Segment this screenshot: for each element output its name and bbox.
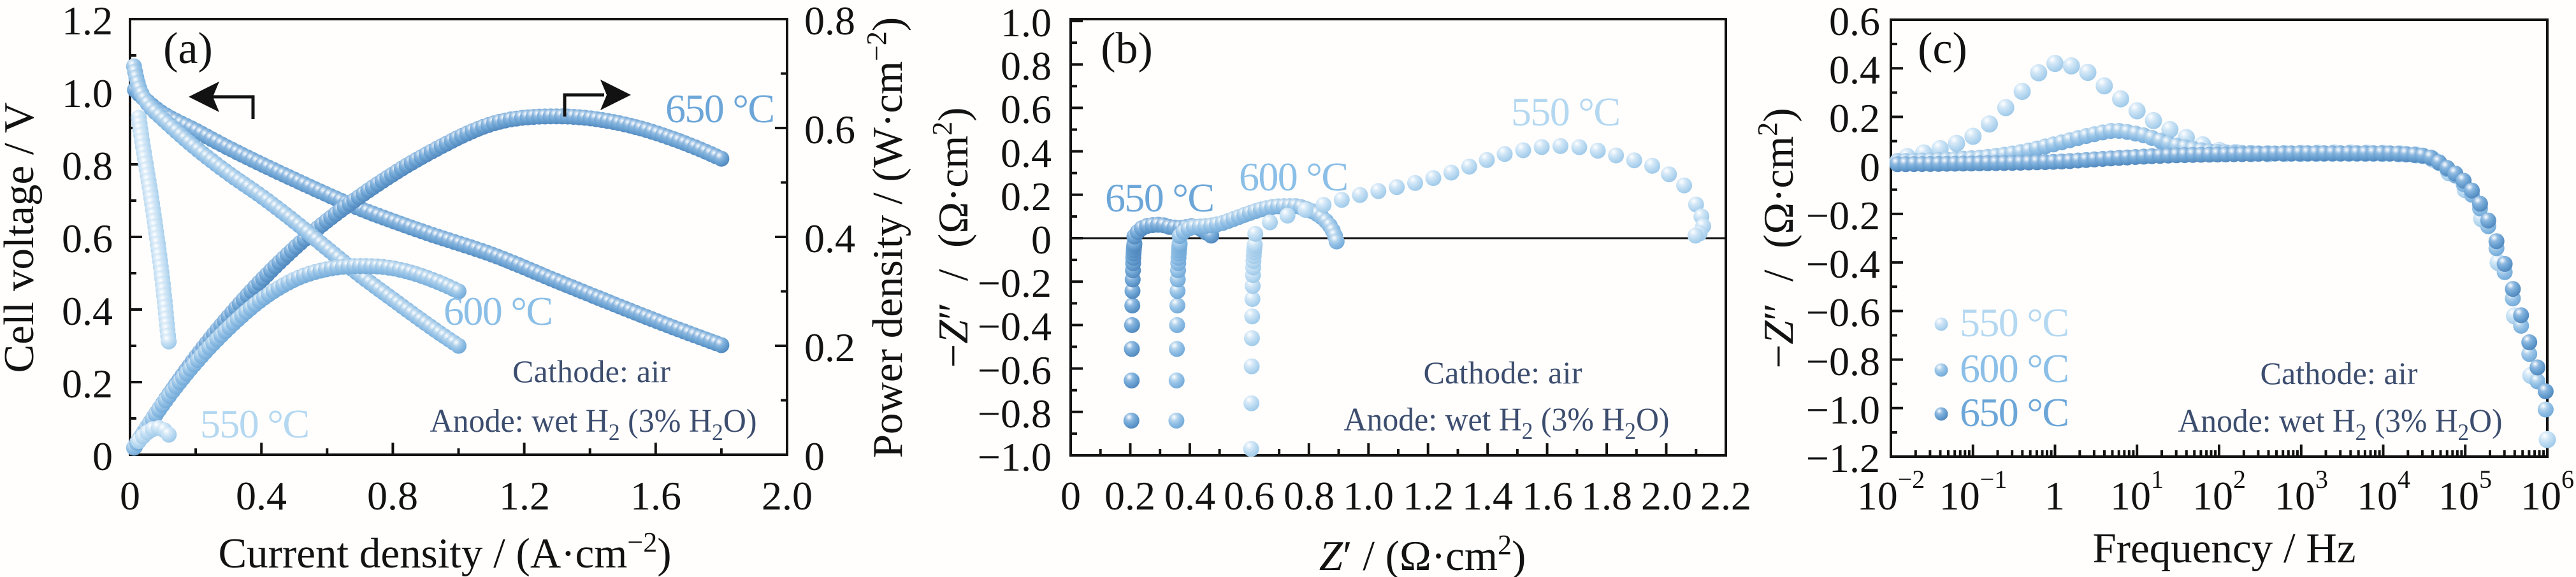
svg-text:Anode: wet H2 (3% H2O): Anode: wet H2 (3% H2O) bbox=[2178, 403, 2503, 446]
svg-text:Cell voltage / V: Cell voltage / V bbox=[0, 103, 43, 373]
svg-text:1.2: 1.2 bbox=[499, 473, 550, 518]
svg-text:Power density / (W·cm−2): Power density / (W·cm−2) bbox=[861, 17, 911, 458]
svg-text:104: 104 bbox=[2357, 465, 2410, 518]
svg-text:0: 0 bbox=[1031, 217, 1052, 262]
svg-text:0.8: 0.8 bbox=[1284, 473, 1335, 518]
svg-text:Current density / (A·cm−2): Current density / (A·cm−2) bbox=[218, 527, 671, 577]
svg-text:1: 1 bbox=[2044, 473, 2065, 518]
svg-text:−0.2: −0.2 bbox=[1806, 193, 1880, 238]
svg-text:0.4: 0.4 bbox=[804, 216, 855, 261]
svg-text:550 °C: 550 °C bbox=[200, 401, 310, 446]
svg-text:1.6: 1.6 bbox=[630, 473, 681, 518]
svg-text:−0.6: −0.6 bbox=[1806, 290, 1880, 335]
svg-text:1.8: 1.8 bbox=[1581, 473, 1632, 518]
svg-text:0.8: 0.8 bbox=[804, 0, 855, 43]
svg-text:650 °C: 650 °C bbox=[1960, 390, 2069, 435]
svg-text:Cathode: air: Cathode: air bbox=[512, 353, 670, 389]
svg-text:−0.6: −0.6 bbox=[978, 348, 1052, 393]
svg-text:2.0: 2.0 bbox=[762, 473, 813, 518]
svg-text:2.2: 2.2 bbox=[1700, 473, 1751, 518]
svg-text:−1.0: −1.0 bbox=[1806, 387, 1880, 432]
svg-text:Frequency / Hz: Frequency / Hz bbox=[2092, 525, 2355, 572]
svg-text:650 °C: 650 °C bbox=[1105, 175, 1215, 220]
svg-text:0.4: 0.4 bbox=[1829, 47, 1880, 92]
svg-text:−0.2: −0.2 bbox=[978, 260, 1052, 306]
svg-text:−Z″ / (Ω·cm2): −Z″ / (Ω·cm2) bbox=[927, 107, 977, 367]
svg-text:0.4: 0.4 bbox=[1164, 473, 1215, 518]
svg-text:(c): (c) bbox=[1918, 24, 1967, 73]
svg-text:0.8: 0.8 bbox=[367, 473, 418, 518]
svg-text:103: 103 bbox=[2275, 465, 2328, 518]
svg-text:550 °C: 550 °C bbox=[1960, 300, 2069, 345]
svg-text:550 °C: 550 °C bbox=[1511, 89, 1621, 134]
svg-text:0.6: 0.6 bbox=[62, 216, 113, 261]
svg-text:0: 0 bbox=[1060, 473, 1081, 518]
svg-text:0.6: 0.6 bbox=[1224, 473, 1275, 518]
svg-text:Anode: wet H2 (3% H2O): Anode: wet H2 (3% H2O) bbox=[1344, 402, 1670, 445]
svg-text:0: 0 bbox=[120, 473, 140, 518]
svg-text:1.0: 1.0 bbox=[1343, 473, 1394, 518]
svg-text:1.4: 1.4 bbox=[1462, 473, 1513, 518]
svg-text:Cathode: air: Cathode: air bbox=[1424, 355, 1582, 390]
svg-text:0.8: 0.8 bbox=[62, 143, 113, 189]
svg-text:(b): (b) bbox=[1101, 24, 1153, 73]
svg-text:0.6: 0.6 bbox=[804, 107, 855, 152]
svg-text:−1.0: −1.0 bbox=[978, 434, 1052, 480]
svg-text:101: 101 bbox=[2110, 465, 2164, 518]
svg-text:0: 0 bbox=[92, 434, 113, 479]
svg-text:Anode: wet H2 (3% H2O): Anode: wet H2 (3% H2O) bbox=[430, 403, 757, 446]
svg-text:0: 0 bbox=[1860, 145, 1880, 190]
svg-text:Z′ / (Ω·cm2): Z′ / (Ω·cm2) bbox=[1319, 529, 1526, 577]
svg-text:0.2: 0.2 bbox=[1829, 96, 1880, 141]
svg-text:0.2: 0.2 bbox=[62, 361, 113, 406]
svg-text:(a): (a) bbox=[163, 24, 213, 73]
svg-text:0.4: 0.4 bbox=[62, 288, 113, 334]
svg-text:650 °C: 650 °C bbox=[665, 86, 775, 131]
svg-text:0.8: 0.8 bbox=[1001, 43, 1052, 89]
svg-text:600 °C: 600 °C bbox=[1239, 154, 1349, 199]
svg-text:0.4: 0.4 bbox=[1001, 131, 1052, 176]
svg-text:2.0: 2.0 bbox=[1641, 473, 1692, 518]
svg-text:1.2: 1.2 bbox=[1403, 473, 1454, 518]
svg-text:−0.8: −0.8 bbox=[978, 391, 1052, 436]
svg-text:Cathode: air: Cathode: air bbox=[2261, 355, 2418, 391]
svg-text:0.2: 0.2 bbox=[1104, 473, 1155, 518]
svg-text:0: 0 bbox=[804, 434, 825, 479]
svg-text:−Z″ / (Ω·cm2): −Z″ / (Ω·cm2) bbox=[1752, 108, 1802, 368]
svg-text:0.4: 0.4 bbox=[236, 473, 287, 518]
svg-text:0.6: 0.6 bbox=[1001, 87, 1052, 132]
svg-text:0.2: 0.2 bbox=[804, 325, 855, 370]
svg-text:1.6: 1.6 bbox=[1522, 473, 1573, 518]
svg-text:0.6: 0.6 bbox=[1829, 0, 1880, 44]
svg-text:600 °C: 600 °C bbox=[1960, 346, 2069, 391]
svg-text:0.2: 0.2 bbox=[1001, 174, 1052, 219]
svg-text:−1.2: −1.2 bbox=[1806, 436, 1880, 481]
svg-text:600 °C: 600 °C bbox=[444, 288, 553, 334]
svg-text:1.0: 1.0 bbox=[1001, 0, 1052, 45]
svg-text:−0.4: −0.4 bbox=[1806, 241, 1880, 287]
svg-text:−0.4: −0.4 bbox=[978, 304, 1052, 349]
svg-text:1.0: 1.0 bbox=[62, 71, 113, 116]
svg-text:−0.8: −0.8 bbox=[1806, 339, 1880, 384]
svg-text:1.2: 1.2 bbox=[62, 0, 113, 43]
